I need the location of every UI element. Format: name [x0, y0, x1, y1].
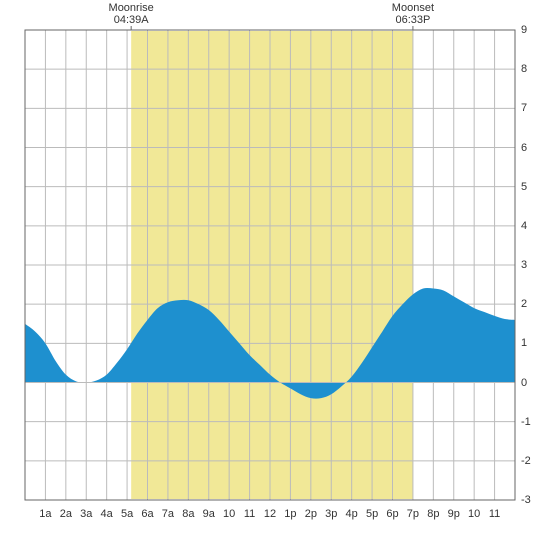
moonrise-time: 04:39A [109, 14, 154, 26]
x-tick-label: 3p [325, 508, 337, 520]
x-tick-label: 3a [80, 508, 92, 520]
chart-svg [0, 0, 550, 550]
y-tick-label: 9 [521, 24, 527, 36]
y-tick-label: 5 [521, 181, 527, 193]
x-tick-label: 12 [264, 508, 276, 520]
moonrise-title: Moonrise [109, 2, 154, 14]
moonset-label: Moonset 06:33P [392, 2, 434, 26]
y-tick-label: 3 [521, 259, 527, 271]
x-tick-label: 9a [203, 508, 215, 520]
x-tick-label: 7a [162, 508, 174, 520]
x-tick-label: 10 [223, 508, 235, 520]
x-tick-label: 4p [346, 508, 358, 520]
y-tick-label: 8 [521, 63, 527, 75]
x-tick-label: 11 [244, 508, 255, 520]
moonrise-label: Moonrise 04:39A [109, 2, 154, 26]
y-tick-label: 1 [521, 337, 527, 349]
x-tick-label: 5p [366, 508, 378, 520]
y-tick-label: -3 [521, 494, 531, 506]
y-tick-label: -2 [521, 455, 531, 467]
x-tick-label: 4a [101, 508, 113, 520]
tide-chart: { "type": "area", "plot": {"x":25,"y":30… [0, 0, 550, 550]
x-tick-label: 5a [121, 508, 133, 520]
x-tick-label: 2a [60, 508, 72, 520]
x-tick-label: 8a [182, 508, 194, 520]
x-tick-label: 2p [305, 508, 317, 520]
y-tick-label: 7 [521, 102, 527, 114]
x-tick-label: 1p [284, 508, 296, 520]
y-tick-label: -1 [521, 416, 531, 428]
x-tick-label: 10 [468, 508, 480, 520]
y-tick-label: 0 [521, 377, 527, 389]
y-tick-label: 2 [521, 298, 527, 310]
y-tick-label: 6 [521, 142, 527, 154]
x-tick-label: 1a [39, 508, 51, 520]
x-tick-label: 9p [448, 508, 460, 520]
moonset-time: 06:33P [392, 14, 434, 26]
x-tick-label: 6p [386, 508, 398, 520]
moonset-title: Moonset [392, 2, 434, 14]
x-tick-label: 11 [489, 508, 500, 520]
x-tick-label: 6a [141, 508, 153, 520]
x-tick-label: 8p [427, 508, 439, 520]
y-tick-label: 4 [521, 220, 527, 232]
x-tick-label: 7p [407, 508, 419, 520]
